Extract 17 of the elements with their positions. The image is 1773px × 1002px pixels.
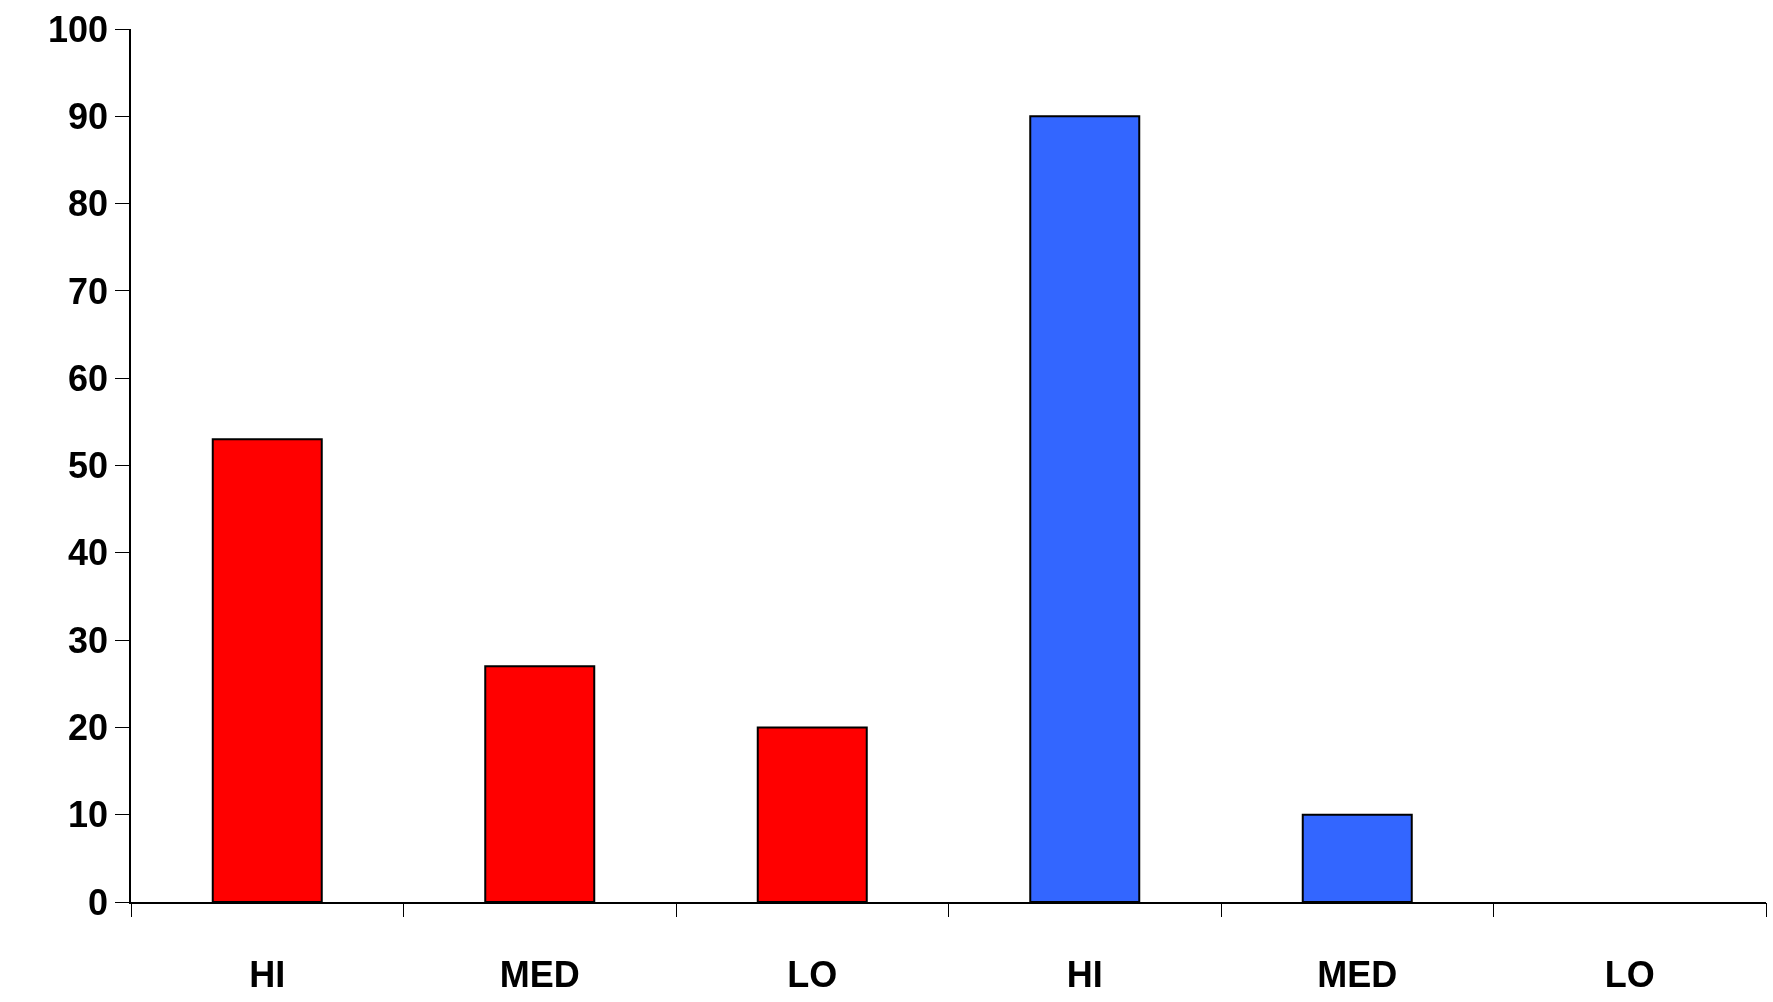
y-tick-label: 30: [68, 619, 109, 661]
x-tick-label: HI: [1066, 953, 1103, 995]
y-tick-label: 40: [68, 532, 109, 574]
y-tick-label: 90: [68, 95, 109, 137]
y-tick-label: 80: [68, 183, 109, 225]
x-tick-label: MED: [499, 953, 580, 995]
x-tick-label: LO: [787, 953, 838, 995]
y-tick-label: 100: [47, 8, 109, 50]
y-tick-label: 60: [68, 357, 109, 399]
y-tick-label: 20: [68, 707, 109, 748]
y-tick-label: 0: [88, 881, 109, 923]
y-tick-label: 70: [68, 270, 109, 312]
y-tick-label: 50: [68, 445, 109, 487]
x-tick-label: MED: [1317, 953, 1398, 995]
x-tick-label: LO: [1604, 953, 1655, 995]
y-tick-label: 10: [68, 794, 109, 836]
x-tick-label: HI: [249, 953, 286, 995]
